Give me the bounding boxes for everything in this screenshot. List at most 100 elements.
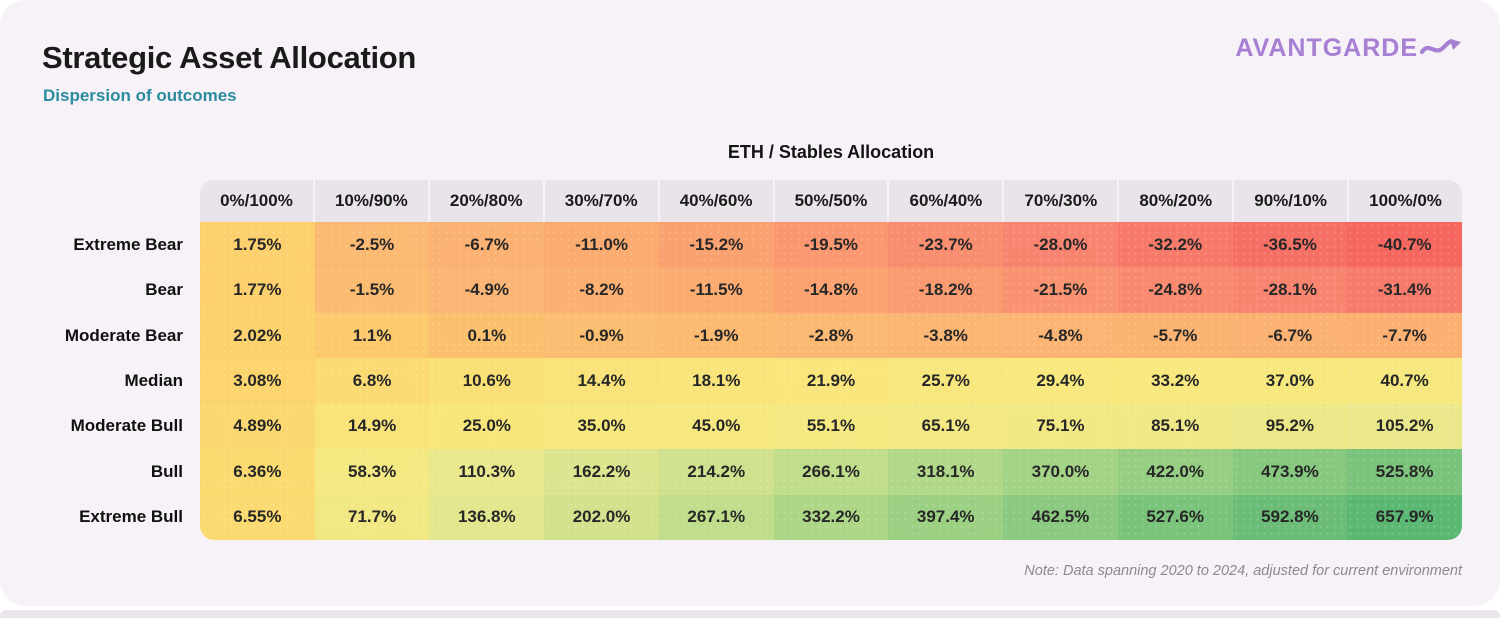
heatmap-cell: -6.7% [429, 222, 545, 268]
heatmap-cell: 95.2% [1232, 403, 1348, 450]
heatmap-cell: -5.7% [1117, 312, 1233, 359]
heatmap-cell: 332.2% [773, 494, 889, 540]
heatmap-cell: 65.1% [888, 403, 1004, 450]
heatmap-cell: -3.8% [888, 312, 1004, 359]
heatmap-cell: 14.4% [544, 358, 659, 404]
row-label: Extreme Bull [79, 507, 183, 527]
heatmap-cell: -2.8% [773, 312, 889, 359]
table-row: 3.08% 6.8% 10.6% 14.4% 18.1% 21.9% 25.7% 29.4% 3… [200, 358, 1462, 404]
heatmap-cell: 58.3% [314, 449, 430, 495]
heatmap-cell: 592.8% [1232, 494, 1348, 540]
heatmap-cell: 0.1% [429, 312, 545, 359]
heatmap-cell: -1.5% [314, 267, 430, 313]
table-row: 6.36% 58.3% 110.3% 162.2% 214.2% 266.1% 318.1%… [200, 449, 1462, 495]
swoosh-arrow-icon [1420, 38, 1461, 54]
heatmap-cell: 25.7% [888, 358, 1004, 404]
heatmap-cell: 525.8% [1347, 449, 1462, 495]
heatmap-cell: 4.89% [200, 403, 315, 450]
heatmap-cell: -21.5% [1003, 267, 1118, 313]
table-row: 4.89% 14.9% 25.0% 35.0% 45.0% 55.1% 65.1% 75.1%… [200, 403, 1462, 450]
heatmap-cell: 202.0% [544, 494, 659, 540]
heatmap-header-row: 0%/100% 10%/90% 20%/80% 30%/70% 40%/60% 50%/5… [200, 180, 1462, 222]
heatmap-cell: 10.6% [429, 358, 545, 404]
heatmap-cell: 85.1% [1117, 403, 1233, 450]
heatmap-cell: -24.8% [1117, 267, 1233, 313]
row-label: Moderate Bull [70, 416, 183, 436]
heatmap-cell: 45.0% [658, 403, 774, 450]
heatmap-cell: 6.36% [200, 449, 315, 495]
heatmap-cell: 18.1% [658, 358, 774, 404]
column-header: 80%/20% [1119, 180, 1233, 222]
heatmap-cell: 21.9% [773, 358, 889, 404]
heatmap-cell: 71.7% [314, 494, 430, 540]
heatmap-cell: 397.4% [888, 494, 1004, 540]
heatmap-cell: -8.2% [544, 267, 659, 313]
column-group-label: ETH / Stables Allocation [727, 142, 935, 162]
heatmap-cell: 35.0% [544, 403, 659, 450]
heatmap-cell: 2.02% [200, 312, 315, 359]
brand-logo-text: AVANTGARDE [1235, 34, 1418, 62]
heatmap-cell: 527.6% [1117, 494, 1233, 540]
column-header: 60%/40% [889, 180, 1003, 222]
page-title: Strategic Asset Allocation [42, 40, 417, 75]
heatmap-cell: 105.2% [1347, 403, 1462, 450]
heatmap-cell: -7.7% [1347, 312, 1462, 359]
table-row: 1.77% -1.5% -4.9% -8.2% -11.5% -14.8% -18.2% -2… [200, 267, 1462, 313]
heatmap-cell: 1.75% [200, 222, 315, 268]
heatmap-cell: 214.2% [658, 449, 774, 495]
heatmap-cell: 657.9% [1347, 494, 1462, 540]
heatmap-cell: -4.9% [429, 267, 545, 313]
row-label: Moderate Bear [64, 325, 183, 345]
heatmap-cell: -19.5% [773, 222, 889, 268]
column-header: 40%/60% [659, 180, 773, 222]
heatmap-cell: 14.9% [314, 403, 430, 450]
table-row: 1.75% -2.5% -6.7% -11.0% -15.2% -19.5% -23.7% -… [200, 222, 1462, 268]
heatmap-cell: 267.1% [658, 494, 774, 540]
heatmap-cell: 37.0% [1232, 358, 1348, 404]
row-label: Median [124, 370, 183, 390]
heatmap-cell: -2.5% [314, 222, 430, 268]
heatmap-cell: 266.1% [773, 449, 889, 495]
heatmap-cell: -4.8% [1003, 312, 1118, 359]
footnote: Note: Data spanning 2020 to 2024, adjust… [1024, 563, 1462, 579]
row-label: Bear [145, 280, 183, 300]
heatmap-cell: -31.4% [1347, 267, 1462, 313]
heatmap-cell: -32.2% [1117, 222, 1233, 268]
heatmap-cell: -23.7% [888, 222, 1004, 268]
heatmap-table: 0%/100% 10%/90% 20%/80% 30%/70% 40%/60% 50%/5… [200, 180, 1462, 540]
row-labels: Extreme Bear Bear Moderate Bear Median Moder… [30, 222, 183, 540]
heatmap-cell: 55.1% [773, 403, 889, 450]
heatmap-cell: 33.2% [1117, 358, 1233, 404]
heatmap-cell: 318.1% [888, 449, 1004, 495]
heatmap-cell: 422.0% [1117, 449, 1233, 495]
heatmap-cell: -36.5% [1232, 222, 1348, 268]
heatmap-cell: -14.8% [773, 267, 889, 313]
heatmap-cell: 136.8% [429, 494, 545, 540]
heatmap-cell: 6.55% [200, 494, 315, 540]
heatmap-body: 1.75% -2.5% -6.7% -11.0% -15.2% -19.5% -23.7% -… [200, 222, 1462, 540]
heatmap-cell: 462.5% [1003, 494, 1118, 540]
heatmap-cell: 110.3% [429, 449, 545, 495]
heatmap-cell: -1.9% [658, 312, 774, 359]
column-header: 20%/80% [429, 180, 543, 222]
heatmap-cell: 6.8% [314, 358, 430, 404]
bottom-strip [0, 610, 1500, 618]
column-header: 50%/50% [774, 180, 888, 222]
heatmap-cell: 25.0% [429, 403, 545, 450]
table-row: 2.02% 1.1% 0.1% -0.9% -1.9% -2.8% -3.8% -4.8% -5… [200, 312, 1462, 359]
heatmap-cell: 370.0% [1003, 449, 1118, 495]
row-label: Bull [150, 461, 183, 481]
heatmap-cell: -15.2% [658, 222, 774, 268]
table-row: 6.55% 71.7% 136.8% 202.0% 267.1% 332.2% 397.4%… [200, 494, 1462, 540]
heatmap-cell: -11.5% [658, 267, 774, 313]
heatmap-cell: -18.2% [888, 267, 1004, 313]
heatmap-cell: 1.77% [200, 267, 315, 313]
column-header: 0%/100% [200, 180, 313, 222]
column-header: 10%/90% [314, 180, 428, 222]
heatmap-cell: -6.7% [1232, 312, 1348, 359]
heatmap-cell: -28.0% [1003, 222, 1118, 268]
brand-logo: AVANTGARDE [1235, 34, 1462, 63]
column-header: 90%/10% [1234, 180, 1348, 222]
